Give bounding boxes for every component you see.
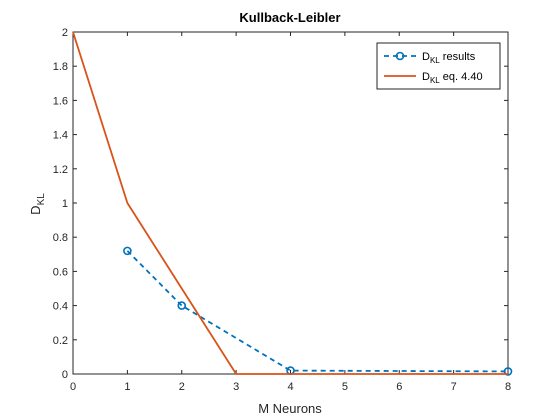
x-tick-label: 0 (70, 381, 76, 393)
y-axis-label: DKL (28, 193, 47, 215)
x-tick-label: 1 (124, 381, 130, 393)
x-axis-label: M Neurons (258, 401, 322, 416)
y-tick-label: 0.4 (53, 301, 68, 313)
data-point (503, 367, 513, 376)
y-tick-label: 2 (62, 27, 68, 39)
y-tick-label: 1.4 (53, 130, 68, 142)
series-line-0 (126, 250, 509, 373)
legend-marker (395, 51, 405, 61)
x-tick-label: 8 (505, 381, 511, 393)
legend-label-1: DKL eq. 4.40 (422, 71, 483, 85)
x-tick-label: 5 (342, 381, 348, 393)
y-tick-label: 0.8 (53, 232, 68, 244)
legend-box (376, 42, 501, 90)
legend-label-0: DKL results (422, 51, 476, 65)
data-point (177, 301, 187, 310)
x-tick-label: 3 (233, 381, 239, 393)
x-tick-label: 2 (179, 381, 185, 393)
chart-title: Kullback-Leibler (239, 10, 340, 25)
y-tick-label: 1.6 (53, 95, 68, 107)
legend: DKL results DKL eq. 4.40 (376, 42, 501, 90)
y-tick-label: 0.2 (53, 335, 68, 347)
x-tick-label: 4 (287, 381, 293, 393)
y-tick-label: 1.8 (53, 61, 68, 73)
y-tick-label: 1 (62, 198, 68, 210)
series-line-1 (72, 31, 508, 375)
y-tick-label: 0.6 (53, 266, 68, 278)
x-tick-label: 6 (396, 381, 402, 393)
y-tick-label: 0 (62, 369, 68, 381)
x-tick-label: 7 (451, 381, 457, 393)
y-tick-label: 1.2 (53, 164, 68, 176)
data-point (123, 246, 132, 256)
